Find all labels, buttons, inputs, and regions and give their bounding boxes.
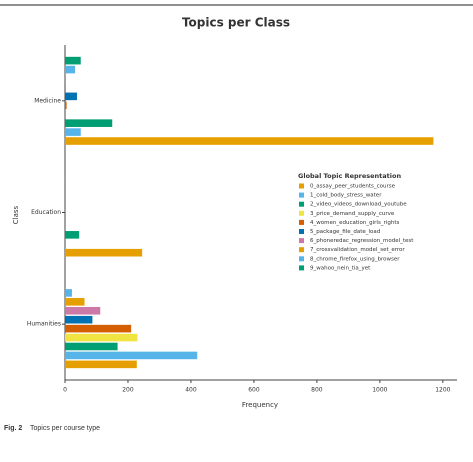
legend-label: 6_phoneredac_regression_model_test — [310, 238, 414, 244]
legend-label: 9_wahoo_nein_tia_yet — [310, 265, 371, 271]
bar — [65, 315, 93, 324]
bar — [65, 298, 85, 306]
x-tick-label: 400 — [185, 387, 197, 394]
y-axis-title: Class — [12, 205, 20, 224]
bar — [65, 360, 137, 369]
x-tick-label: 600 — [248, 387, 260, 394]
bar — [65, 65, 76, 74]
chart-title: Topics per Class — [182, 16, 290, 30]
bar — [65, 137, 434, 145]
bar — [65, 306, 101, 315]
legend-swatch — [299, 256, 304, 262]
bar — [65, 289, 72, 297]
legend-label: 1_cold_body_stress_water — [310, 193, 382, 199]
legend-swatch — [299, 265, 304, 271]
bar — [65, 342, 118, 351]
legend-label: 8_chrome_firefox_using_browser — [310, 256, 400, 262]
x-tick-label: 0 — [63, 387, 67, 394]
caption: Topics per course type — [30, 425, 100, 432]
y-tick-label: Education — [31, 209, 61, 216]
legend-label: 7_crossvalidation_model_set_error — [310, 247, 405, 253]
legend-label: 3_price_demand_supply_curve — [310, 211, 395, 217]
y-tick-label: Medicine — [34, 97, 61, 104]
legend-swatch — [299, 210, 304, 216]
bar — [65, 83, 66, 92]
x-tick-label: 1000 — [372, 387, 387, 394]
legend-title: Global Topic Representation — [298, 172, 401, 180]
x-tick-label: 800 — [311, 387, 323, 394]
x-tick-label: 1200 — [435, 387, 450, 394]
caption-label: Fig. 2 — [4, 425, 22, 432]
x-axis-title: Frequency — [242, 401, 278, 409]
bar — [65, 324, 132, 333]
legend-label: 0_assay_peer_students_course — [310, 184, 396, 190]
legend-swatch — [299, 192, 304, 198]
y-tick-label: Humanities — [27, 321, 61, 328]
legend-swatch — [299, 201, 304, 207]
x-tick-label: 200 — [122, 387, 134, 394]
legend-swatch — [299, 183, 304, 189]
bar — [65, 56, 81, 65]
legend-swatch — [299, 238, 304, 244]
legend-swatch — [299, 247, 304, 253]
bar — [65, 92, 77, 101]
bar — [65, 101, 67, 110]
legend-label: 4_women_education_girls_rights — [310, 220, 399, 226]
bar — [65, 231, 80, 239]
bar — [65, 119, 113, 127]
legend-swatch — [299, 219, 304, 225]
legend-label: 2_video_videos_download_youtube — [310, 202, 407, 208]
bar — [65, 351, 198, 360]
bar — [65, 333, 138, 342]
bar — [65, 248, 143, 257]
legend-label: 5_package_file_date_load — [310, 229, 380, 235]
legend-swatch — [299, 229, 304, 234]
bar — [65, 128, 81, 136]
bar — [65, 177, 66, 186]
